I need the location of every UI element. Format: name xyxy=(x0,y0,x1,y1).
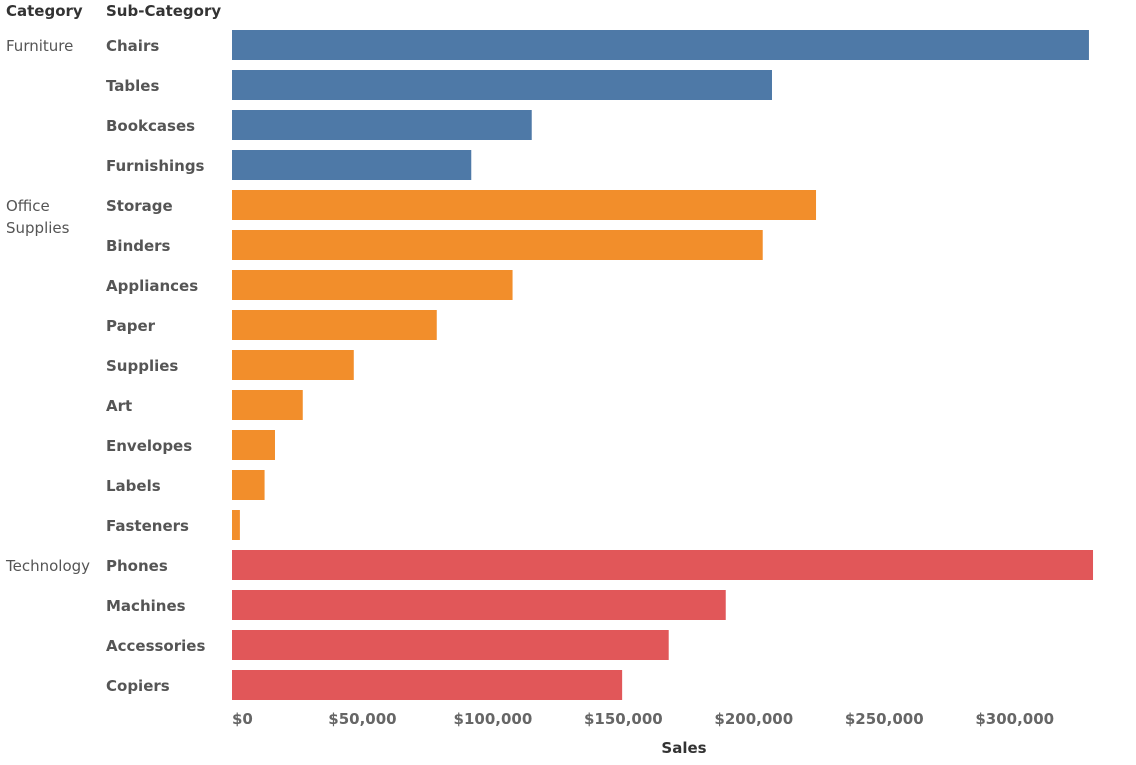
x-tick-label: $100,000 xyxy=(454,710,533,728)
sub-category-label-appliances: Appliances xyxy=(106,277,198,295)
x-tick-label: $300,000 xyxy=(975,710,1054,728)
sub-category-label-tables: Tables xyxy=(106,77,159,95)
sub-category-label-accessories: Accessories xyxy=(106,637,205,655)
sub-category-label-machines: Machines xyxy=(106,597,186,615)
category-label-line: Furniture xyxy=(6,37,73,55)
x-tick-label: $0 xyxy=(232,710,253,728)
bar-envelopes[interactable] xyxy=(232,430,275,460)
bar-tables[interactable] xyxy=(232,70,772,100)
bar-binders[interactable] xyxy=(232,230,763,260)
x-tick-label: $50,000 xyxy=(328,710,396,728)
bar-copiers[interactable] xyxy=(232,670,623,700)
bar-furnishings[interactable] xyxy=(232,150,472,180)
sub-category-label-envelopes: Envelopes xyxy=(106,437,192,455)
category-label-furniture: Furniture xyxy=(6,37,73,55)
bar-supplies[interactable] xyxy=(232,350,354,380)
category-label-line: Supplies xyxy=(6,219,70,237)
bar-accessories[interactable] xyxy=(232,630,669,660)
category-label-technology: Technology xyxy=(5,557,90,575)
sub-category-label-phones: Phones xyxy=(106,557,168,575)
bar-appliances[interactable] xyxy=(232,270,513,300)
bar-machines[interactable] xyxy=(232,590,726,620)
sub-category-label-copiers: Copiers xyxy=(106,677,170,695)
category-column-header: Category xyxy=(6,2,83,20)
category-label-line: Office xyxy=(6,197,50,215)
x-tick-label: $250,000 xyxy=(845,710,924,728)
sub-category-label-binders: Binders xyxy=(106,237,171,255)
bar-bookcases[interactable] xyxy=(232,110,532,140)
x-tick-label: $200,000 xyxy=(714,710,793,728)
bar-art[interactable] xyxy=(232,390,303,420)
sub-category-label-chairs: Chairs xyxy=(106,37,159,55)
sub-category-label-storage: Storage xyxy=(106,197,173,215)
bar-chairs[interactable] xyxy=(232,30,1089,60)
sub-category-label-fasteners: Fasteners xyxy=(106,517,189,535)
sub-category-label-paper: Paper xyxy=(106,317,156,335)
category-label-line: Technology xyxy=(5,557,90,575)
bar-fasteners[interactable] xyxy=(232,510,240,540)
x-axis-title: Sales xyxy=(661,739,706,757)
sub-category-label-bookcases: Bookcases xyxy=(106,117,195,135)
x-axis-ticks: $0 $50,000 $100,000 $150,000 $200,000 $250,00… xyxy=(232,710,1054,728)
bar-labels[interactable] xyxy=(232,470,265,500)
bar-storage[interactable] xyxy=(232,190,817,220)
sub-category-label-supplies: Supplies xyxy=(106,357,178,375)
x-tick-label: $150,000 xyxy=(584,710,663,728)
sub-category-label-furnishings: Furnishings xyxy=(106,157,205,175)
sub-category-label-art: Art xyxy=(106,397,132,415)
bar-paper[interactable] xyxy=(232,310,437,340)
category-label-office-supplies: Office Supplies xyxy=(6,197,70,237)
sub-category-column-header: Sub-Category xyxy=(106,2,221,20)
bars-layer: Furniture Chairs Tables Bookcases Furnishing… xyxy=(5,30,1094,700)
bar-phones[interactable] xyxy=(232,550,1094,580)
sub-category-label-labels: Labels xyxy=(106,477,161,495)
